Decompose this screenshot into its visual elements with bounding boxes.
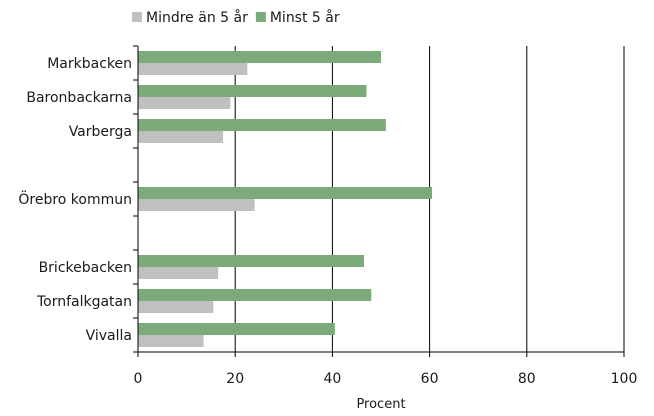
x-tick-label: 20 — [226, 371, 244, 387]
bar — [138, 301, 214, 313]
bar — [138, 335, 204, 347]
category-label: Tornfalkgatan — [36, 294, 132, 310]
bar — [138, 131, 224, 143]
legend-label: Minst 5 år — [270, 9, 340, 26]
bar — [138, 289, 372, 301]
bar — [138, 187, 433, 199]
bars — [138, 51, 433, 347]
category-label: Markbacken — [47, 56, 132, 72]
bar — [138, 63, 248, 75]
bar — [138, 119, 386, 131]
x-tick-label: 40 — [323, 371, 341, 387]
axes — [133, 45, 625, 357]
bar — [138, 323, 335, 335]
category-label: Brickebacken — [39, 260, 132, 276]
legend-swatch — [255, 12, 266, 22]
bar — [138, 97, 231, 109]
bar — [138, 199, 255, 211]
category-label: Vivalla — [86, 328, 132, 344]
bar — [138, 85, 367, 97]
x-axis-title: Procent — [356, 397, 405, 412]
legend: Mindre än 5 år Minst 5 år — [132, 9, 340, 26]
category-label: Baronbackarna — [26, 90, 132, 106]
x-tick-label: 100 — [611, 371, 638, 387]
x-tick-label: 60 — [421, 371, 439, 387]
legend-swatch — [132, 12, 142, 22]
tick-labels: 0 20 40 60 80 100 — [134, 371, 638, 387]
x-tick-label: 80 — [518, 371, 536, 387]
category-label: Örebro kommun — [18, 190, 132, 208]
bar — [138, 255, 364, 267]
legend-label: Mindre än 5 år — [146, 9, 248, 26]
category-labels: Markbacken Baronbackarna Varberga Örebro ko… — [18, 56, 132, 344]
bar — [138, 51, 381, 63]
bar — [138, 267, 219, 279]
x-tick-label: 0 — [134, 371, 143, 387]
category-label: Varberga — [69, 124, 132, 140]
